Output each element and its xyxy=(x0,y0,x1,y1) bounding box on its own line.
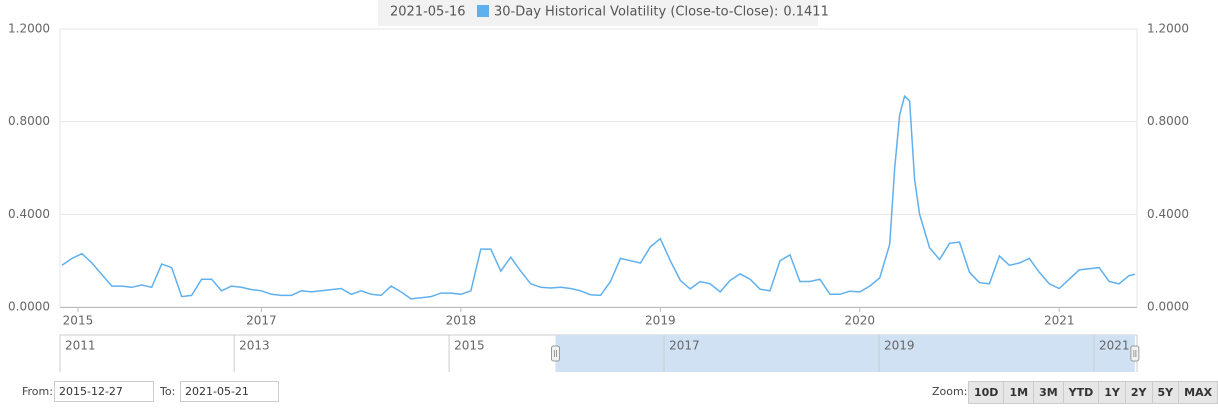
x-tick-label: 2020 xyxy=(844,314,875,328)
zoom-button[interactable]: YTD xyxy=(1062,381,1100,404)
navigator-tick-label: 2011 xyxy=(65,339,96,353)
chart: 2021-05-16 30-Day Historical Volatility … xyxy=(8,0,1189,372)
tooltip-label: 30-Day Historical Volatility (Close-to-C… xyxy=(494,5,778,20)
x-tick-label: 2021 xyxy=(1044,314,1075,328)
y2-tick-label: 0.0000 xyxy=(1147,300,1189,314)
zoom-button[interactable]: 10D xyxy=(968,381,1005,404)
tooltip-date: 2021-05-16 xyxy=(390,5,466,20)
zoom-button[interactable]: MAX xyxy=(1178,381,1218,404)
tooltip-box xyxy=(378,0,818,26)
navigator-tick-label: 2019 xyxy=(884,339,915,353)
y-tick-label: 0.8000 xyxy=(8,114,50,128)
navigator-handle[interactable] xyxy=(1130,345,1140,362)
zoom-button[interactable]: 3M xyxy=(1033,381,1064,404)
navigator-tick-label: 2013 xyxy=(239,339,270,353)
zoom-buttons: 10D 1M 3M YTD 1Y 2Y 5Y MAX xyxy=(968,381,1218,404)
zoom-button[interactable]: 2Y xyxy=(1124,381,1153,404)
navigator-tick-label: 2017 xyxy=(669,339,700,353)
to-input[interactable]: 2021-05-21 xyxy=(180,381,279,402)
y-tick-label: 0.4000 xyxy=(8,207,50,221)
y2-tick-label: 1.2000 xyxy=(1147,22,1189,36)
zoom-label: Zoom: xyxy=(932,385,968,398)
navigator-tick-label: 2021 xyxy=(1099,339,1130,353)
to-label: To: xyxy=(160,385,176,398)
navigator-tick-label: 2015 xyxy=(454,339,485,353)
from-input[interactable]: 2015-12-27 xyxy=(54,381,154,402)
from-label: From: xyxy=(22,385,53,398)
y-tick-label: 0.0000 xyxy=(8,300,50,314)
y2-tick-label: 0.4000 xyxy=(1147,207,1189,221)
x-tick-label: 2015 xyxy=(63,314,94,328)
zoom-button[interactable]: 5Y xyxy=(1151,381,1180,404)
navigator-selection[interactable] xyxy=(555,335,1135,372)
tooltip-swatch xyxy=(477,5,489,17)
y2-tick-label: 0.8000 xyxy=(1147,114,1189,128)
tooltip-value: 0.1411 xyxy=(783,5,829,20)
navigator-handle[interactable] xyxy=(551,345,561,362)
zoom-button[interactable]: 1Y xyxy=(1098,381,1126,404)
x-tick-label: 2019 xyxy=(645,314,676,328)
y-tick-label: 1.2000 xyxy=(8,22,50,36)
x-tick-label: 2018 xyxy=(446,314,477,328)
zoom-button[interactable]: 1M xyxy=(1003,381,1035,404)
line-series xyxy=(61,94,1136,300)
x-tick-label: 2017 xyxy=(246,314,277,328)
